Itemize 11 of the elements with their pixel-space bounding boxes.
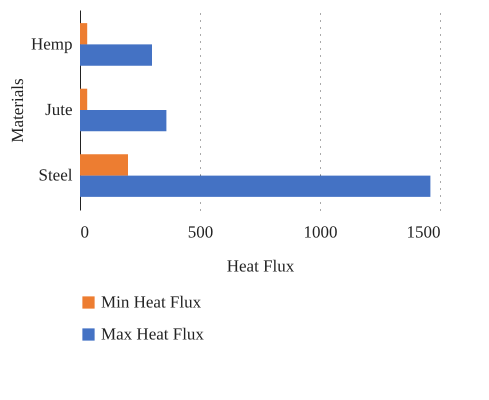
x-tick-label: 1000 [304, 222, 338, 242]
y-tick-label: Jute [45, 100, 72, 119]
legend-label: Min Heat Flux [101, 292, 202, 312]
legend-label: Max Heat Flux [101, 324, 204, 344]
x-tick-label: 500 [188, 222, 214, 242]
x-tick-label: 1500 [406, 222, 440, 242]
y-tick-label: Hemp [30, 34, 72, 54]
x-axis-title: Heat Flux [226, 256, 295, 276]
x-tick-label: 0 [80, 222, 89, 242]
y-tick-label: Steel [38, 166, 73, 185]
y-axis-title: Materials [8, 78, 27, 143]
